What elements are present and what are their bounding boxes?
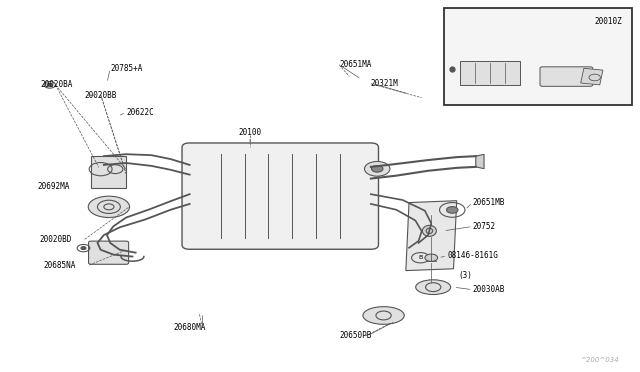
Bar bbox=[460, 61, 520, 85]
Text: (3): (3) bbox=[459, 270, 472, 279]
Text: 20030AB: 20030AB bbox=[472, 285, 505, 294]
Text: 20020BA: 20020BA bbox=[40, 80, 72, 89]
Bar bbox=[91, 156, 126, 187]
Ellipse shape bbox=[422, 225, 436, 236]
Text: 20020BB: 20020BB bbox=[84, 92, 117, 100]
Text: ^200^034: ^200^034 bbox=[580, 356, 619, 363]
Circle shape bbox=[371, 166, 383, 172]
Text: 20680MA: 20680MA bbox=[173, 323, 206, 332]
Ellipse shape bbox=[363, 307, 404, 324]
Text: 20651MB: 20651MB bbox=[472, 198, 505, 207]
Polygon shape bbox=[406, 201, 457, 270]
Text: 20752: 20752 bbox=[472, 222, 496, 231]
Polygon shape bbox=[580, 68, 603, 85]
Circle shape bbox=[425, 254, 438, 262]
Text: 20100: 20100 bbox=[239, 128, 262, 137]
Text: 20010Z: 20010Z bbox=[595, 17, 622, 26]
Text: 20685NA: 20685NA bbox=[44, 260, 76, 270]
Text: 20321M: 20321M bbox=[371, 78, 399, 87]
Bar bbox=[444, 7, 632, 105]
Circle shape bbox=[47, 83, 52, 86]
Text: 20650PB: 20650PB bbox=[339, 331, 371, 340]
Ellipse shape bbox=[416, 280, 451, 295]
Text: B: B bbox=[419, 255, 422, 260]
Circle shape bbox=[365, 161, 390, 176]
Text: 20020BD: 20020BD bbox=[39, 235, 71, 244]
Text: 20785+A: 20785+A bbox=[110, 64, 143, 73]
Polygon shape bbox=[476, 154, 484, 169]
Text: 20622C: 20622C bbox=[126, 108, 154, 117]
Circle shape bbox=[81, 247, 86, 250]
FancyBboxPatch shape bbox=[540, 67, 593, 86]
Ellipse shape bbox=[88, 196, 129, 218]
Text: 08146-8161G: 08146-8161G bbox=[447, 251, 498, 260]
Text: 20651MA: 20651MA bbox=[339, 60, 371, 69]
Text: 20692MA: 20692MA bbox=[37, 182, 69, 190]
FancyBboxPatch shape bbox=[182, 143, 378, 249]
FancyBboxPatch shape bbox=[88, 241, 129, 264]
Circle shape bbox=[447, 206, 458, 213]
